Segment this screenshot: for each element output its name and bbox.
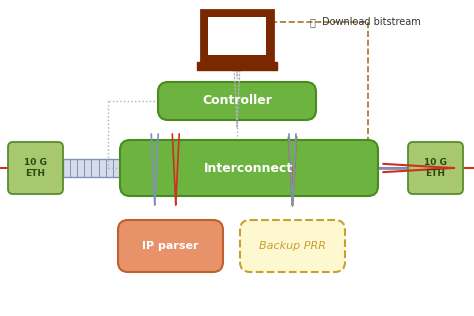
FancyBboxPatch shape	[118, 220, 223, 272]
Text: Backup PRR: Backup PRR	[259, 241, 326, 251]
FancyBboxPatch shape	[158, 82, 316, 120]
FancyBboxPatch shape	[408, 142, 463, 194]
Text: ⓘ: ⓘ	[310, 17, 316, 27]
Text: 10 G
ETH: 10 G ETH	[424, 158, 447, 178]
FancyBboxPatch shape	[201, 10, 273, 62]
Text: 10 G
ETH: 10 G ETH	[24, 158, 47, 178]
FancyBboxPatch shape	[197, 62, 277, 70]
Text: Download bitstream: Download bitstream	[322, 17, 421, 27]
Text: Interconnect: Interconnect	[204, 161, 293, 174]
Text: IP parser: IP parser	[142, 241, 199, 251]
FancyBboxPatch shape	[240, 220, 345, 272]
FancyBboxPatch shape	[208, 17, 266, 55]
Text: Controller: Controller	[202, 94, 272, 107]
FancyBboxPatch shape	[8, 142, 63, 194]
FancyBboxPatch shape	[63, 159, 120, 177]
FancyBboxPatch shape	[120, 140, 378, 196]
